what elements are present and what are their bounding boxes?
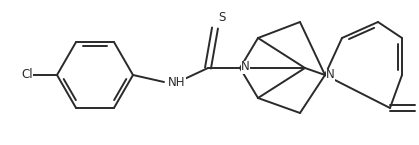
Text: N: N	[241, 60, 250, 74]
Text: N: N	[326, 68, 335, 81]
Text: S: S	[218, 11, 225, 24]
Text: NH: NH	[168, 76, 186, 88]
Text: Cl: Cl	[21, 68, 33, 81]
